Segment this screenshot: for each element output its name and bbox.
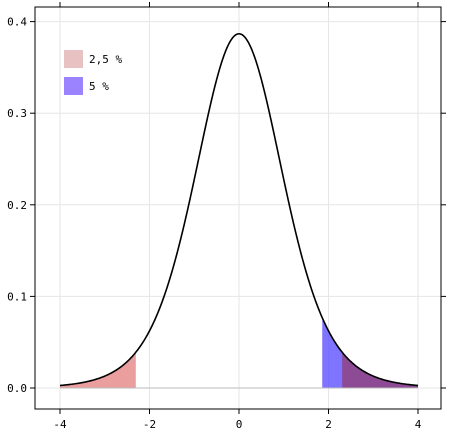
y-tick-label-3: 0.3 bbox=[7, 107, 27, 120]
y-tick-label-0: 0.0 bbox=[7, 382, 27, 395]
grid bbox=[35, 7, 441, 409]
legend-swatch-0 bbox=[64, 50, 83, 68]
x-tick-label-1: -2 bbox=[143, 418, 156, 431]
x-tick-label-4: 4 bbox=[415, 418, 422, 431]
legend: 2,5 % 5 % bbox=[64, 50, 122, 95]
legend-swatch-1 bbox=[64, 77, 83, 95]
x-tick-label-3: 2 bbox=[325, 418, 332, 431]
y-tick-label-1: 0.1 bbox=[7, 290, 27, 303]
y-tick-label-2: 0.2 bbox=[7, 199, 27, 212]
density-curve bbox=[59, 32, 419, 387]
axis-ticks: -4 -2 0 2 4 0.0 0.1 0.2 0.3 0.4 bbox=[7, 2, 446, 431]
region-series-0-0 bbox=[60, 352, 136, 388]
legend-label-1: 5 % bbox=[89, 80, 109, 93]
region-overlap bbox=[342, 352, 418, 388]
x-tick-label-0: -4 bbox=[53, 418, 67, 431]
x-tick-label-2: 0 bbox=[236, 418, 243, 431]
plot-frame bbox=[34, 6, 442, 410]
legend-label-0: 2,5 % bbox=[89, 53, 122, 66]
shaded-regions bbox=[60, 317, 418, 388]
y-tick-label-4: 0.4 bbox=[7, 16, 27, 29]
